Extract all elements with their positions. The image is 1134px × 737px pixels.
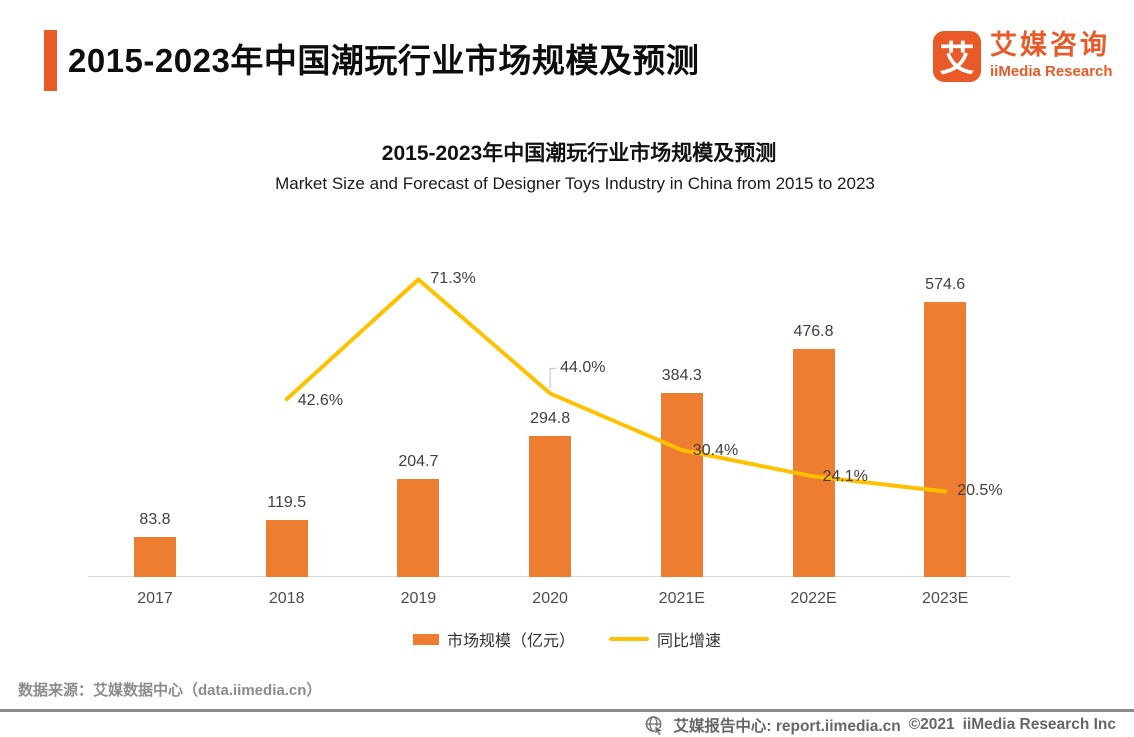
x-tick-2017: 2017	[137, 590, 173, 607]
logo-brand-cn: 艾媒咨询	[990, 30, 1110, 60]
bar-2017	[134, 536, 176, 577]
bar-2018	[265, 519, 308, 577]
logo-brand-en: iiMedia Research	[990, 62, 1113, 80]
growth-label-44: 44.0%	[560, 359, 606, 377]
bar-value-2018: 119.5	[267, 493, 307, 511]
chart-title: 2015-2023年中国潮玩行业市场规模及预测	[381, 142, 777, 165]
legend-label-market-size: 市场规模（亿元）	[446, 633, 575, 650]
label-leader-line	[549, 367, 557, 389]
growth-label-42.6: 42.6%	[297, 392, 344, 410]
data-source-note: 数据来源：艾媒数据中心（data.iimedia.cn）	[18, 682, 322, 699]
footer-copyright: ©2021	[908, 716, 955, 733]
bar-value-2021E: 384.3	[661, 367, 702, 385]
chart-subtitle: Market Size and Forecast of Designer Toy…	[275, 174, 875, 193]
bar-value-2022E: 476.8	[793, 322, 834, 340]
bar-2022E	[792, 348, 835, 577]
line-series-swatch	[609, 637, 649, 641]
x-tick-2018: 2018	[268, 590, 305, 607]
page-title: 2015-2023年中国潮玩行业市场规模及预测	[68, 42, 700, 79]
growth-rate-line	[284, 277, 948, 494]
growth-label-20.5: 20.5%	[957, 482, 1003, 500]
bar-2020	[529, 435, 572, 577]
bar-2019	[397, 479, 440, 577]
bar-2023E	[924, 302, 967, 577]
bar-2021E	[660, 393, 703, 577]
bar-value-2019: 204.7	[398, 453, 439, 471]
x-tick-2021E: 2021E	[658, 590, 705, 607]
iimedia-logo-icon: 艾	[933, 31, 981, 82]
footer-company: iiMedia Research Inc	[962, 716, 1116, 733]
footer-report-center: 艾媒报告中心: report.iimedia.cn	[673, 718, 901, 735]
growth-label-30.4: 30.4%	[692, 442, 739, 460]
legend: 市场规模（亿元） 同比增速	[0, 627, 1134, 651]
growth-label-24.1: 24.1%	[822, 468, 868, 486]
footer: 艾媒报告中心: report.iimedia.cn ©2021 iiMedia …	[644, 714, 1116, 736]
legend-label-growth-rate: 同比增速	[657, 633, 722, 650]
bar-value-2017: 83.8	[139, 510, 171, 528]
bar-value-2020: 294.8	[530, 409, 571, 427]
bar-series-swatch	[412, 633, 439, 645]
growth-label-71.3: 71.3%	[430, 270, 476, 288]
bar-value-2023E: 574.6	[925, 276, 966, 293]
globe-cursor-icon	[646, 715, 665, 736]
x-tick-2023E: 2023E	[922, 590, 969, 607]
x-tick-2020: 2020	[532, 590, 568, 607]
logo-text: 艾媒咨询 iiMedia Research	[990, 30, 1113, 80]
iimedia-logo: 艾 艾媒咨询 iiMedia Research	[933, 30, 1113, 82]
x-tick-2019: 2019	[400, 590, 437, 607]
legend-item-growth-rate: 同比增速	[609, 627, 721, 651]
x-tick-2022E: 2022E	[790, 590, 837, 607]
header-accent-bar	[44, 30, 57, 91]
legend-item-market-size: 市场规模（亿元）	[412, 627, 575, 651]
footer-divider	[0, 709, 1134, 712]
